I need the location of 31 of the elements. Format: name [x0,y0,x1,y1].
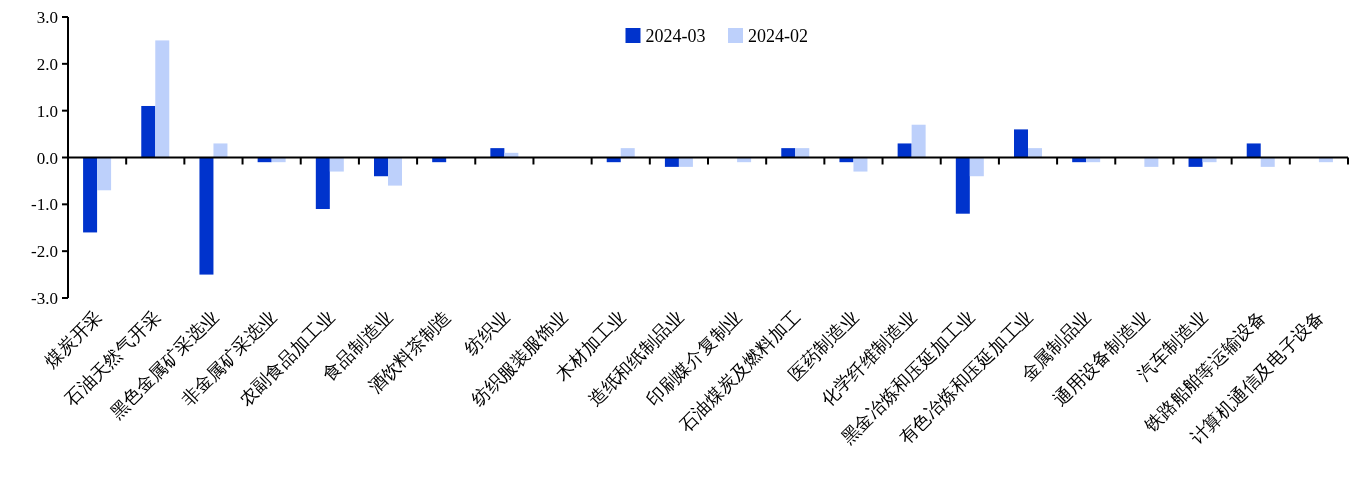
bar [315,157,330,210]
y-tick-label: 2.0 [36,54,58,74]
bar [1014,129,1028,158]
bar [374,157,388,177]
bar [1246,143,1261,158]
legend-label: 2024-03 [645,26,706,46]
y-tick-label: -3.0 [31,289,58,308]
bar [969,157,984,177]
y-tick-label: 3.0 [36,8,58,27]
legend-label: 2024-02 [748,26,808,46]
bar [911,124,926,158]
bar [141,105,156,158]
bar [620,148,635,158]
bar [97,157,112,191]
y-tick-label: -1.0 [31,195,58,215]
bar [955,157,970,214]
bar [155,40,170,158]
bar [329,157,344,172]
bar [213,143,228,158]
y-tick-label: 0.0 [36,148,58,168]
y-tick-label: 1.0 [36,101,58,121]
bar [199,157,214,275]
bar [781,148,796,158]
bar [490,148,505,158]
bar [795,148,810,158]
bar [388,157,402,186]
bar [853,157,868,172]
y-tick-label: -2.0 [31,242,58,262]
bar [83,157,98,233]
bar [897,143,912,158]
bar [1028,148,1042,158]
